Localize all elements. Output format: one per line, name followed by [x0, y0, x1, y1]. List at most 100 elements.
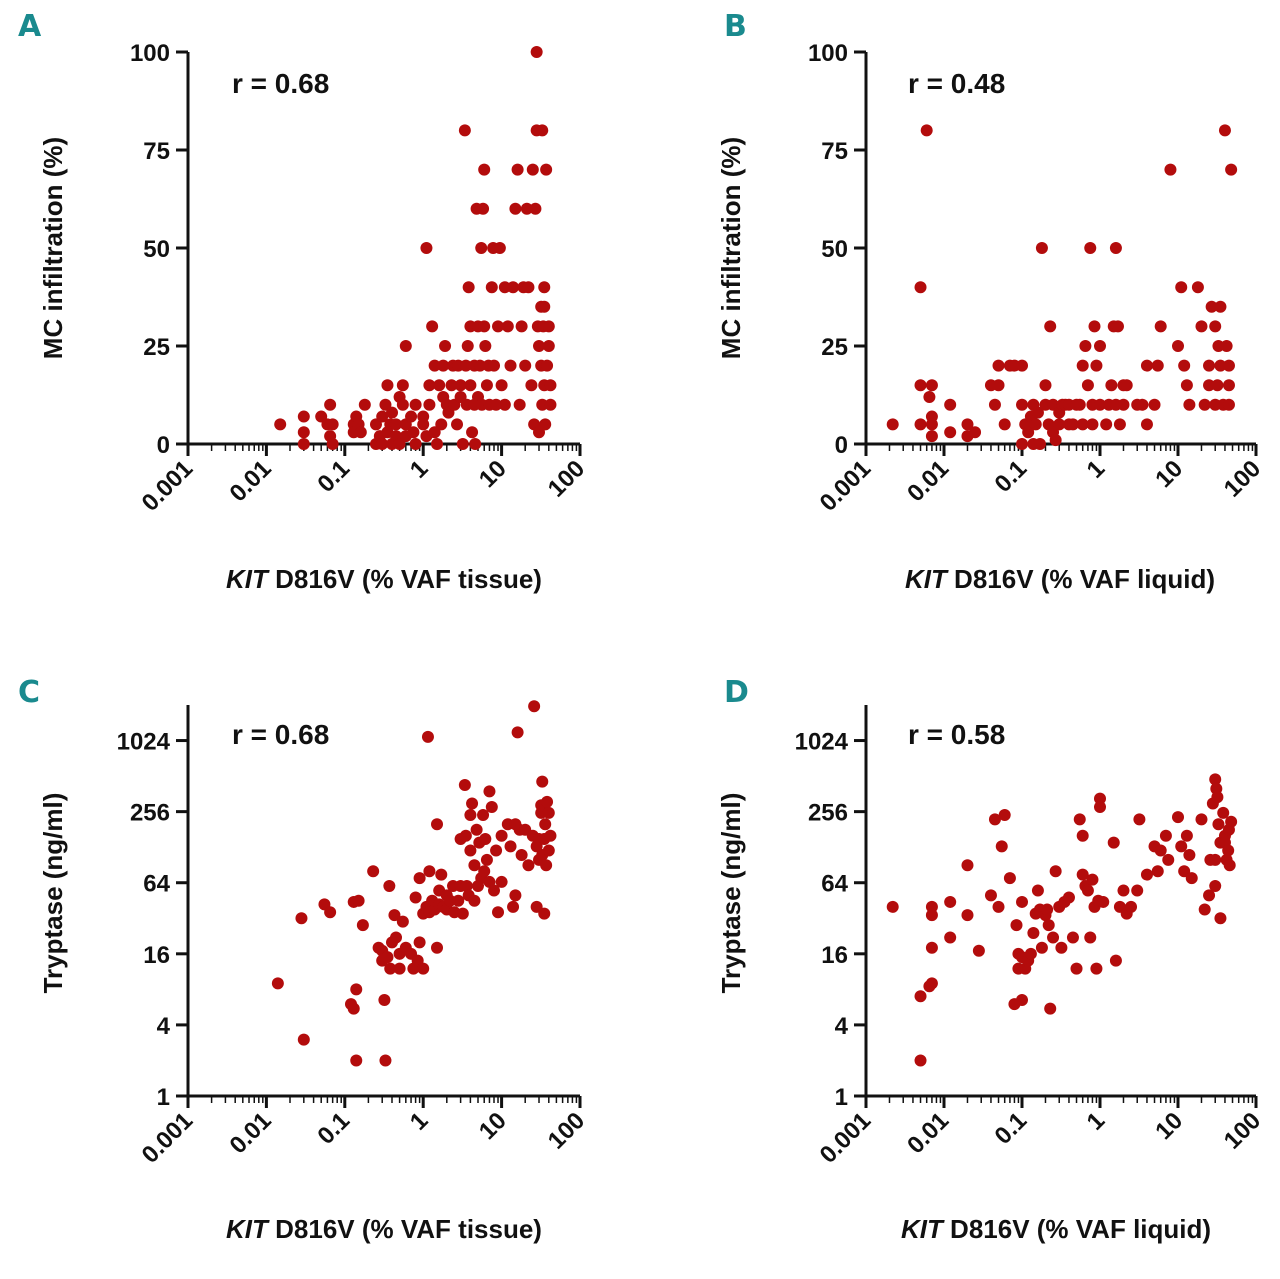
data-point	[421, 730, 434, 743]
y-tick-label: 64	[143, 871, 170, 898]
data-point	[914, 281, 927, 294]
data-point	[1154, 844, 1167, 857]
y-tick-label: 0	[835, 432, 848, 459]
data-point	[542, 320, 555, 333]
y-tick-label: 64	[821, 871, 848, 898]
data-point	[1140, 868, 1153, 881]
data-point	[1183, 848, 1196, 861]
data-point	[1084, 242, 1097, 254]
y-tick-label: 100	[130, 40, 170, 67]
data-point	[1094, 340, 1106, 352]
y-tick-label: 4	[157, 1013, 171, 1040]
x-axis-title: KIT D816V (% VAF liquid)	[901, 1214, 1211, 1244]
y-axis-title: MC infiltration (%)	[38, 137, 68, 359]
data-point	[473, 359, 486, 372]
data-point	[492, 320, 505, 333]
data-point	[525, 379, 538, 392]
data-point	[969, 426, 982, 439]
data-point	[479, 833, 492, 846]
data-point	[464, 808, 477, 821]
x-tick-label: 10	[1150, 1107, 1188, 1145]
data-point	[539, 418, 552, 431]
data-point	[504, 359, 517, 372]
data-point	[459, 359, 472, 372]
data-point	[274, 418, 287, 431]
x-tick-label: 1	[405, 1107, 434, 1136]
data-point	[533, 340, 546, 352]
data-point	[925, 900, 938, 913]
data-point	[1031, 406, 1044, 419]
data-point	[458, 124, 471, 137]
data-point	[462, 281, 475, 294]
data-point	[435, 868, 448, 881]
x-tick-label: 0.1	[990, 1107, 1033, 1150]
data-point	[475, 242, 488, 254]
data-point	[538, 281, 551, 294]
data-point	[528, 700, 541, 713]
data-point	[477, 202, 490, 215]
data-point	[485, 281, 498, 294]
data-point	[376, 410, 389, 423]
data-point	[1140, 418, 1153, 431]
data-point	[431, 818, 444, 831]
y-tick-label: 1	[835, 1084, 848, 1111]
data-point	[1172, 811, 1184, 824]
data-point	[454, 379, 467, 392]
data-point	[461, 340, 474, 352]
data-point	[409, 398, 422, 411]
correlation-label: r = 0.58	[908, 719, 1005, 750]
data-point	[452, 894, 465, 907]
x-axis-title: KIT D816V (% VAF tissue)	[226, 564, 542, 594]
data-point	[428, 426, 441, 439]
data-point	[1203, 359, 1216, 372]
data-point	[1162, 853, 1175, 866]
y-tick-label: 100	[808, 40, 848, 67]
data-point	[413, 936, 426, 949]
x-tick-label: 0.01	[902, 455, 954, 507]
data-point	[529, 202, 542, 215]
x-axis-title-gene: KIT	[901, 1214, 945, 1244]
data-point	[1175, 281, 1188, 294]
panel-c: C 0.001 0.01 0.1 1 10 100 1 4 16 64 256 1024 r = 0.68…	[18, 675, 590, 1244]
data-point	[466, 797, 479, 810]
y-tick-label: 256	[808, 800, 848, 827]
data-point	[478, 320, 491, 333]
data-point	[988, 813, 1001, 826]
data-point	[542, 806, 555, 819]
data-point	[1159, 829, 1172, 842]
data-point	[914, 379, 927, 392]
data-point	[1090, 962, 1103, 975]
data-point	[420, 242, 433, 254]
data-point	[1151, 865, 1164, 878]
data-point	[480, 379, 493, 392]
x-axis-title-rest: D816V (% VAF liquid)	[943, 1214, 1211, 1244]
data-point	[1225, 815, 1238, 828]
x-axis-title-rest: D816V (% VAF liquid)	[947, 564, 1215, 594]
data-point	[992, 379, 1005, 392]
data-point	[324, 398, 337, 411]
x-axis-title-rest: D816V (% VAF tissue)	[268, 1214, 542, 1244]
data-point	[1016, 895, 1028, 908]
data-point	[435, 418, 448, 431]
data-point	[1024, 947, 1037, 960]
data-point	[409, 438, 422, 450]
data-point	[544, 379, 557, 392]
data-point	[1185, 872, 1198, 885]
data-point	[1016, 398, 1028, 411]
data-point	[530, 46, 543, 58]
data-point	[1016, 359, 1028, 372]
data-point	[1073, 398, 1086, 411]
data-point	[1044, 1002, 1057, 1015]
data-point	[458, 779, 471, 792]
x-axis-title-gene: KIT	[226, 1214, 270, 1244]
data-point	[1140, 359, 1153, 372]
data-point	[390, 418, 403, 431]
data-point	[350, 983, 363, 996]
x-tick-label: 0.001	[815, 455, 877, 517]
x-tick-label: 10	[1150, 455, 1188, 493]
data-point	[1097, 895, 1110, 908]
data-point	[998, 418, 1011, 431]
data-point	[511, 163, 524, 176]
x-tick-label: 0.01	[225, 455, 277, 507]
data-point	[1136, 398, 1149, 411]
